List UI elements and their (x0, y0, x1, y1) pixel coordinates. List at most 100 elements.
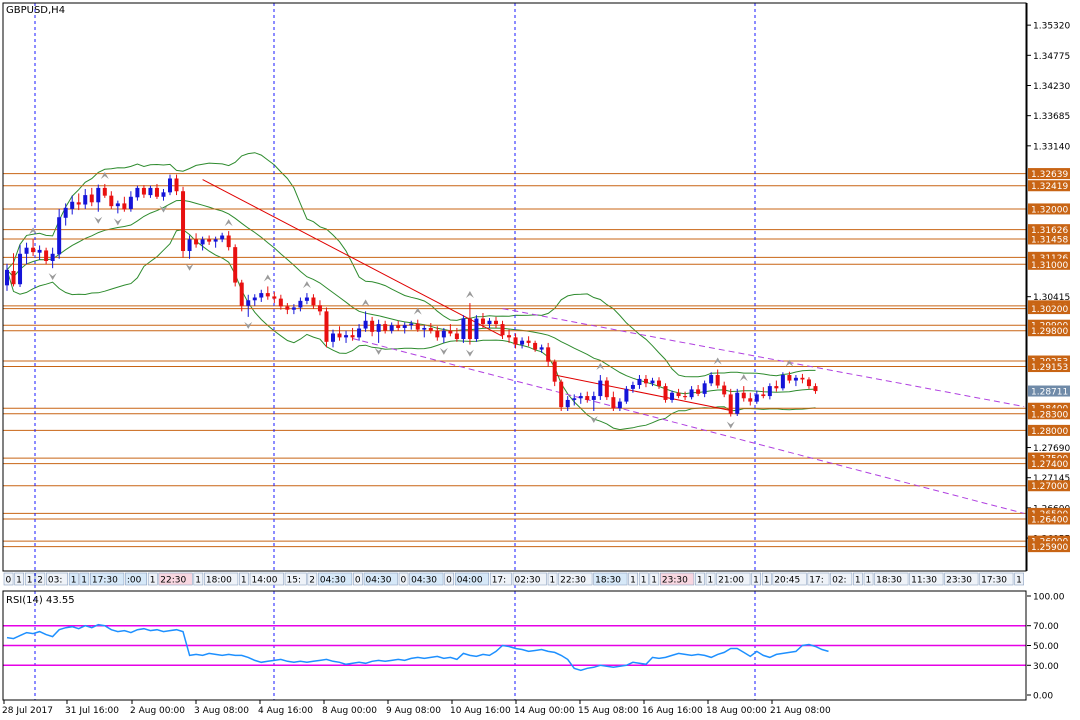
candle-body (402, 325, 407, 328)
candle-body (520, 340, 525, 345)
candle-body (298, 300, 303, 308)
session-tag-label: 15: (287, 576, 301, 586)
candle-body (559, 381, 564, 408)
session-tag-label: 0 (355, 576, 361, 586)
level-price-box (1028, 303, 1070, 315)
candle-body (187, 239, 192, 252)
candle-body (70, 201, 75, 209)
session-tag-label: 18:00 (206, 576, 232, 586)
candle-body (200, 239, 205, 245)
session-tag-box (46, 572, 69, 586)
candle-body (741, 392, 746, 399)
candle-body (220, 235, 225, 240)
session-tag-label: 1 (855, 576, 861, 586)
candle-body (539, 347, 544, 350)
candle-body (643, 378, 648, 384)
session-tag-box (772, 572, 807, 586)
session-tag-label: 1 (764, 576, 770, 586)
level-price-box (1028, 258, 1070, 270)
session-tag-label: 04:00 (457, 576, 483, 586)
price-axis-label: 1.34230 (1033, 82, 1070, 92)
candle-body (109, 195, 114, 207)
session-tag-label: 0 (446, 576, 452, 586)
session-tag-label: 2 (309, 576, 315, 586)
candle-body (670, 392, 675, 400)
time-axis-label: 14 Aug 00:00 (514, 706, 575, 716)
level-price-label: 1.28300 (1031, 410, 1068, 420)
candle-body (702, 383, 707, 394)
session-tag-label: 2 (37, 576, 43, 586)
price-panel-frame (2, 2, 1027, 572)
session-tag-label: 1 (27, 576, 33, 586)
level-price-label: 1.29153 (1031, 363, 1068, 373)
session-tag-label: 22:30 (160, 576, 186, 586)
drawn-lines (34, 3, 1025, 700)
session-tag-box (807, 572, 830, 586)
candle-body (259, 293, 264, 298)
fractal-down-arrow (159, 205, 168, 213)
level-price-box (1028, 452, 1070, 464)
level-price-box (1028, 355, 1070, 367)
candle-body (787, 375, 792, 381)
session-tag-label: 17:30 (92, 576, 118, 586)
candle-body (474, 318, 479, 340)
price-axis-label: 1.35320 (1033, 22, 1070, 32)
session-tag-label: 02: (832, 576, 846, 586)
candle-body (813, 386, 818, 392)
level-price-box (1028, 203, 1070, 215)
session-tag-box (830, 572, 853, 586)
session-tag-box (147, 572, 158, 586)
candle-body (676, 392, 681, 397)
candle-body (507, 335, 512, 338)
candle-body (396, 325, 401, 328)
fractal-down-arrow (439, 347, 448, 355)
session-tag-box (649, 572, 660, 586)
session-tag-box (409, 572, 444, 586)
channel-lower-line (352, 338, 1025, 514)
level-price-box (1028, 361, 1070, 373)
candle-body (37, 249, 42, 253)
candle-body (174, 178, 179, 192)
session-tag-label: :00 (127, 576, 142, 586)
session-tag-box (90, 572, 125, 586)
candle-body (767, 386, 772, 397)
rsi-axis-label: 30.00 (1033, 662, 1059, 672)
candle-body (226, 235, 231, 248)
candle-body (194, 239, 199, 245)
candle-body (526, 340, 531, 343)
session-tag-label: 1 (708, 576, 714, 586)
level-price-box (1028, 180, 1070, 192)
candle-body (663, 386, 668, 400)
session-tag-box (158, 572, 193, 586)
price-axis-label: 1.33685 (1033, 112, 1070, 122)
candle-body (18, 253, 23, 285)
session-tag-label: 18:30 (876, 576, 902, 586)
candle-body (604, 380, 609, 398)
candle-body (448, 330, 453, 334)
candle-body (168, 178, 172, 193)
session-tag-box (863, 572, 874, 586)
session-tag-label: 23:30 (946, 576, 972, 586)
session-tag-box (512, 572, 547, 586)
session-tag-label: 1 (195, 576, 201, 586)
candle-body (624, 388, 629, 402)
level-price-label: 1.31000 (1031, 261, 1068, 271)
candles (5, 174, 818, 417)
session-tag-box (853, 572, 863, 586)
candle-body (565, 399, 570, 408)
price-axis: 1.35320 1.34775 1.34230 1.33685 1.33140 1.304… (2, 3, 1070, 716)
rsi-panel: 100.00 70.00 50.00 30.00 0.00 (3, 593, 1065, 702)
time-axis-label: 18 Aug 00:00 (706, 706, 767, 716)
chart-frame (2, 2, 1027, 701)
time-axis-label: 31 Jul 16:00 (65, 706, 119, 716)
session-tag-box (1014, 572, 1024, 586)
session-tag-box (638, 572, 649, 586)
level-price-box (1028, 402, 1070, 414)
time-axis-label: 2 Aug 00:00 (130, 706, 185, 716)
candle-body (657, 380, 661, 387)
session-tag-box (398, 572, 409, 586)
session-tag-box (14, 572, 25, 586)
session-tag-box (628, 572, 638, 586)
